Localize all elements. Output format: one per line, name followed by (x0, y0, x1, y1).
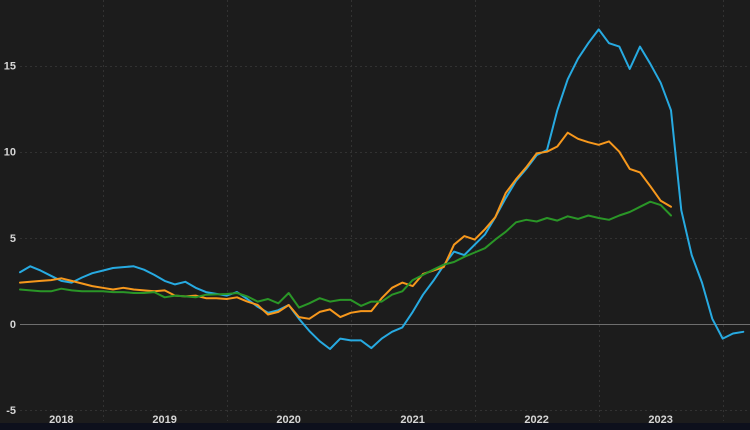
x-tick-label-2023: 2023 (648, 414, 672, 426)
orange-line (19, 131, 672, 320)
x-tick-label-2021: 2021 (400, 414, 424, 426)
x-tick-label-2022: 2022 (524, 414, 548, 426)
y-tick-label-15: 15 (4, 61, 16, 73)
blue-line (19, 28, 745, 350)
x-tick-label-2019: 2019 (152, 414, 176, 426)
y-tick-label-0: 0 (10, 319, 16, 331)
y-tick-label-10: 10 (4, 147, 16, 159)
y-tick-label--5: -5 (6, 405, 16, 417)
y-tick-label-5: 5 (10, 233, 16, 245)
x-tick-label-2018: 2018 (49, 414, 73, 426)
green-line (19, 200, 672, 309)
x-tick-label-2020: 2020 (276, 414, 300, 426)
bottom-bar (0, 423, 750, 430)
